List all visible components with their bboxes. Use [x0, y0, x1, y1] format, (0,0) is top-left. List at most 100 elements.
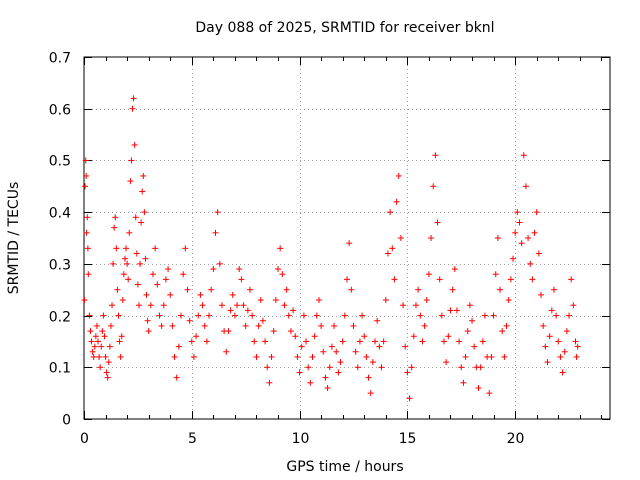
data-point [507, 276, 514, 283]
data-point [374, 317, 381, 324]
data-point [178, 312, 185, 319]
data-point [142, 255, 149, 262]
data-point [533, 209, 540, 216]
data-point [572, 338, 579, 345]
data-point [100, 312, 107, 319]
data-point [83, 172, 90, 179]
data-point [173, 374, 180, 381]
plot-frame [83, 56, 611, 420]
data-point [127, 178, 134, 185]
data-point [430, 183, 437, 190]
data-point [279, 271, 286, 278]
data-point [432, 152, 439, 159]
data-point [384, 250, 391, 257]
data-point [380, 338, 387, 345]
data-point [112, 214, 119, 221]
data-point [499, 328, 506, 335]
chart-title: Day 088 of 2025, SRMTID for receiver bkn… [195, 20, 494, 36]
data-point [333, 348, 340, 355]
data-point [149, 271, 156, 278]
data-point [97, 364, 104, 371]
data-point [147, 302, 154, 309]
data-point [538, 291, 545, 298]
data-point [415, 286, 422, 293]
data-point [570, 302, 577, 309]
data-point [92, 333, 99, 340]
data-point [101, 333, 108, 340]
data-point [516, 219, 523, 226]
data-point [326, 364, 333, 371]
data-point [568, 276, 575, 283]
data-point [132, 214, 139, 221]
data-point [445, 333, 452, 340]
data-point [129, 105, 136, 112]
data-point [182, 245, 189, 252]
data-point [218, 302, 225, 309]
data-point [402, 343, 409, 350]
data-point [197, 291, 204, 298]
data-point [251, 338, 258, 345]
data-point [322, 374, 329, 381]
data-point [255, 322, 262, 329]
x-tick-label: 20 [507, 431, 525, 447]
data-point [90, 353, 97, 360]
data-point [266, 379, 273, 386]
tick-layer: 0 0.1 0.2 0.3 0.4 0.5 0.6 0.7 0 5 10 15 20 [49, 51, 610, 447]
y-tick-label: 0.7 [49, 51, 71, 67]
data-point [160, 302, 167, 309]
data-point [184, 286, 191, 293]
data-point [143, 291, 150, 298]
data-point [99, 328, 106, 335]
data-point [190, 353, 197, 360]
data-point [462, 353, 469, 360]
data-point [210, 266, 217, 273]
data-point [563, 328, 570, 335]
data-point [540, 322, 547, 329]
data-point [400, 302, 407, 309]
data-point [298, 343, 305, 350]
data-point [356, 338, 363, 345]
data-point [93, 322, 100, 329]
data-point [208, 286, 215, 293]
data-point [436, 276, 443, 283]
data-point [460, 379, 467, 386]
data-point [242, 322, 249, 329]
data-point [553, 312, 560, 319]
data-point [352, 348, 359, 355]
data-point [123, 245, 130, 252]
data-point [505, 297, 512, 304]
data-point [363, 353, 370, 360]
data-point [365, 374, 372, 381]
data-point [464, 328, 471, 335]
data-point [272, 297, 279, 304]
data-point [81, 297, 88, 304]
data-point [425, 271, 432, 278]
x-tick-label: 5 [188, 431, 197, 447]
data-point [438, 312, 445, 319]
data-point [135, 302, 142, 309]
data-point [320, 348, 327, 355]
data-point [238, 276, 245, 283]
data-point [337, 359, 344, 366]
data-point [264, 364, 271, 371]
data-point [117, 353, 124, 360]
data-point [119, 297, 126, 304]
data-point [354, 364, 361, 371]
data-point [305, 364, 312, 371]
data-point [369, 359, 376, 366]
data-point [156, 312, 163, 319]
data-point [453, 307, 460, 314]
data-point [95, 338, 102, 345]
data-point [125, 276, 132, 283]
data-point [88, 338, 95, 345]
data-point [104, 374, 111, 381]
data-point [158, 322, 165, 329]
data-point [109, 302, 116, 309]
data-point [292, 333, 299, 340]
data-point [281, 302, 288, 309]
y-tick-label: 0 [62, 413, 71, 429]
data-point [550, 286, 557, 293]
data-point [331, 322, 338, 329]
data-point [574, 343, 581, 350]
y-tick-label: 0.6 [49, 103, 71, 119]
